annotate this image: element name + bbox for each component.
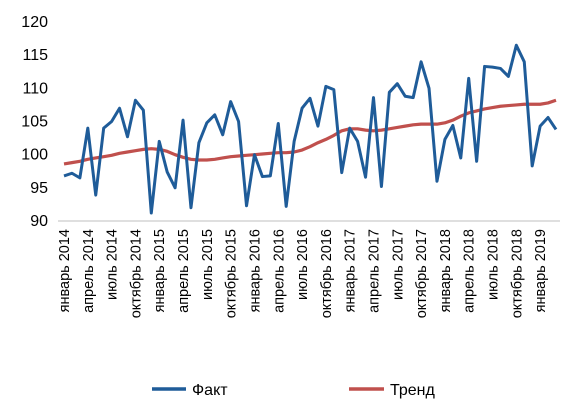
y-tick-label: 110 (22, 80, 48, 97)
x-tick-label: апрель 2016 (271, 229, 287, 313)
y-tick-label: 120 (21, 14, 48, 31)
legend-label-trend: Тренд (390, 382, 436, 399)
y-tick-label: 100 (21, 147, 48, 164)
x-tick-label: октябрь 2015 (224, 229, 240, 318)
x-axis-tick-labels: январь 2014 апрель 2014 июль 2014 октябрь 2… (57, 229, 549, 318)
y-tick-label: 90 (30, 213, 48, 230)
series-line-fact (63, 43, 558, 215)
legend: Факт Тренд (152, 382, 436, 399)
x-tick-label: апрель 2017 (366, 229, 382, 313)
x-tick-label: июль 2017 (390, 229, 406, 300)
x-tick-label: апрель 2014 (81, 229, 97, 313)
y-axis-tick-labels: 90 95 100 105 110 115 120 (21, 14, 48, 230)
y-tick-label: 95 (30, 180, 48, 197)
y-tick-label: 105 (21, 114, 48, 131)
x-tick-label: июль 2015 (200, 229, 216, 300)
x-tick-label: апрель 2015 (176, 229, 192, 313)
x-tick-label: январь 2019 (533, 229, 549, 312)
x-tick-label: январь 2014 (57, 229, 73, 312)
x-tick-label: октябрь 2016 (319, 229, 335, 318)
x-tick-label: январь 2015 (152, 229, 168, 312)
legend-label-fact: Факт (192, 382, 228, 399)
x-tick-label: июль 2018 (486, 229, 502, 300)
x-tick-label: октябрь 2017 (414, 229, 430, 318)
x-tick-label: январь 2017 (343, 229, 359, 312)
series-lines (63, 43, 558, 215)
x-tick-label: апрель 2018 (462, 229, 478, 313)
y-tick-label: 115 (22, 47, 48, 64)
x-tick-label: январь 2018 (438, 229, 454, 312)
x-tick-label: октябрь 2014 (128, 229, 144, 318)
x-tick-label: июль 2016 (295, 229, 311, 300)
x-tick-label: январь 2016 (247, 229, 263, 312)
x-tick-label: июль 2014 (105, 229, 121, 300)
x-tick-label: октябрь 2018 (509, 229, 525, 318)
